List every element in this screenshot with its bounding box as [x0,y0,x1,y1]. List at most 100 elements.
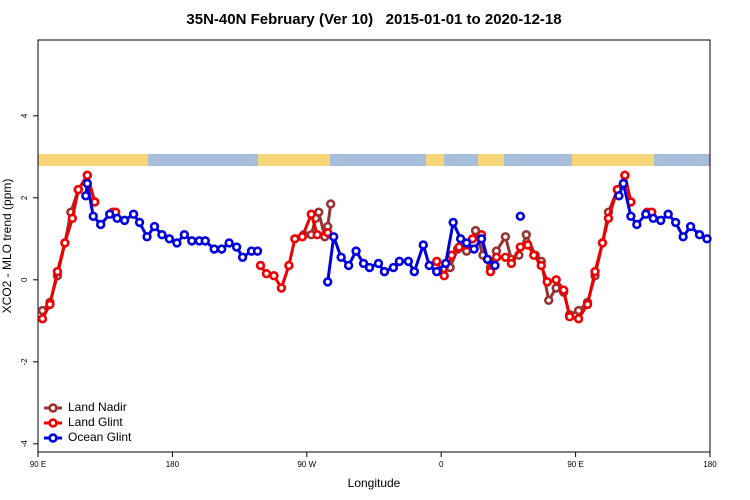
y-tick-label: 0 [20,277,29,282]
data-point [597,238,608,248]
data-point [323,277,333,287]
data-point [656,215,666,226]
data-point [237,252,248,262]
data-point [542,277,552,287]
data-point [351,246,361,256]
data-point [142,232,152,242]
data-point [403,256,414,267]
data-point [482,254,493,265]
data-point [96,219,106,230]
plot-frame [37,39,711,453]
data-point [702,234,712,244]
data-point [328,232,339,242]
data-point [373,258,384,269]
x-tick-label: 180 [703,460,717,469]
series-line [41,173,652,321]
data-point [485,266,496,277]
data-point [424,260,434,271]
data-point [523,240,533,250]
data-point [82,170,92,180]
data-point [134,217,145,228]
data-point [564,312,575,322]
y-tick-label: 2 [20,195,29,200]
data-point [172,238,182,248]
data-point [255,260,266,271]
data-point [521,230,532,240]
data-point [678,232,688,242]
data-point [179,230,190,240]
data-point [551,275,561,285]
data-point [336,252,346,262]
data-point [418,240,428,250]
data-point [306,209,316,219]
legend-marker [48,403,58,413]
data-point [119,215,130,226]
data-point [515,211,526,221]
data-point [663,209,673,219]
land-band [572,154,654,166]
data-point [641,209,651,219]
data-point [455,234,466,244]
data-point [290,234,300,244]
data-point [128,209,139,219]
data-point [88,211,98,221]
data-point [618,178,629,189]
data-point [358,258,369,269]
y-tick-label: -4 [20,440,29,448]
data-point [685,221,696,232]
data-point [323,227,333,238]
legend-marker [48,433,58,443]
ocean-band [38,154,710,166]
data-point [314,207,324,217]
data-point [432,256,442,267]
data-point [209,244,219,254]
x-tick-label: 90 E [567,460,583,469]
data-point [603,213,614,224]
chart-title: 35N-40N February (Ver 10) 2015-01-01 to … [186,11,561,28]
x-tick-label: 90 W [297,460,316,469]
data-point [104,209,115,219]
data-point [490,260,500,271]
data-point [45,299,55,310]
data-point [60,238,70,248]
data-point [536,260,546,271]
land-band [38,154,148,166]
data-point [558,285,569,295]
data-point [454,242,464,252]
data-point [112,213,122,224]
legend-label: Ocean Glint [68,430,132,444]
data-point [491,252,502,262]
data-point [343,260,354,271]
data-point [216,244,227,254]
data-point [224,238,234,248]
x-tick-label: 0 [439,460,444,469]
data-point [648,213,658,224]
data-point [187,236,197,246]
data-point [276,283,287,293]
data-point [379,266,390,277]
data-point [529,250,539,260]
data-point [461,238,472,248]
data-point [364,262,375,273]
data-point [312,230,322,240]
data-point [544,295,554,306]
data-point [694,230,705,240]
land-band [478,154,504,166]
x-tick-label: 90 E [30,460,46,469]
data-point [614,191,624,201]
data-point [439,271,449,281]
data-point [467,234,478,244]
data-point [261,268,272,279]
data-point [590,266,600,277]
data-point [81,191,91,201]
data-point [476,234,487,244]
data-point [515,242,526,252]
data-point [469,244,479,254]
data-point [632,219,642,230]
y-tick-label: -2 [20,358,29,366]
data-point [500,232,511,242]
map-strip [38,154,710,166]
data-point [157,230,167,240]
